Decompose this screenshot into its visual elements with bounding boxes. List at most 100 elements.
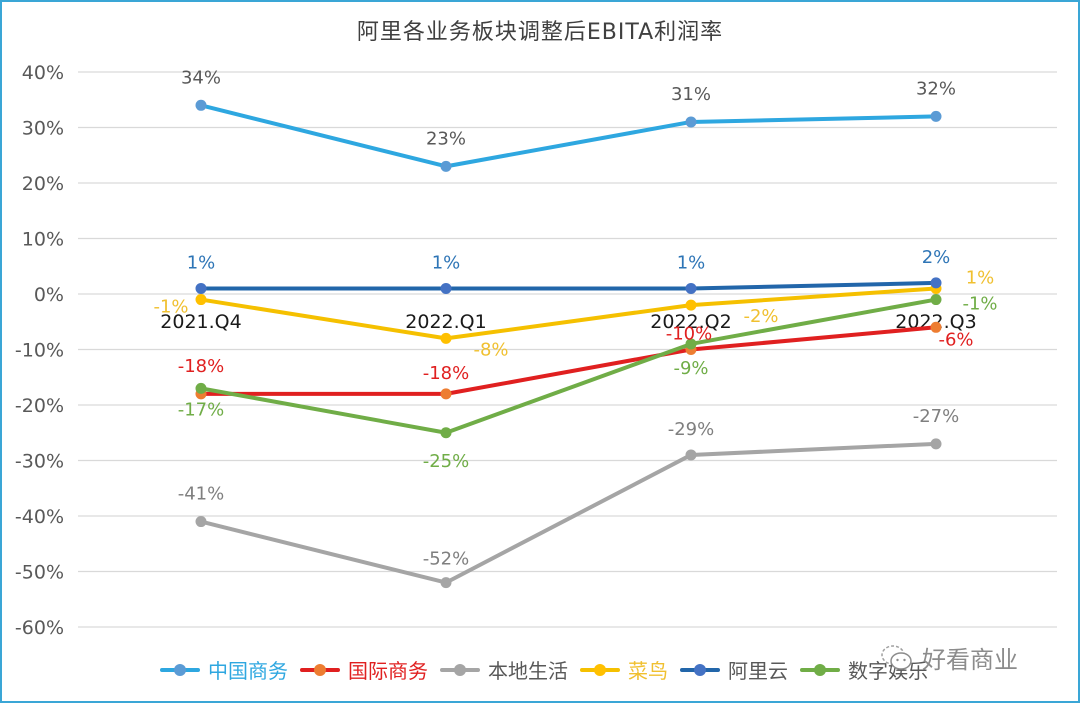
y-tick-label: -40% <box>15 506 64 528</box>
legend-label: 中国商务 <box>208 659 288 683</box>
series-line <box>200 286 937 341</box>
legend-marker <box>814 663 826 676</box>
data-label: 1% <box>187 252 216 273</box>
data-label: 1% <box>432 252 461 273</box>
data-label: 23% <box>426 128 466 149</box>
gridlines <box>78 71 1057 628</box>
data-label: 1% <box>966 267 995 288</box>
legend-item: 国际商务 <box>300 655 428 684</box>
data-label: -1% <box>962 294 997 315</box>
x-category-label: 2022.Q1 <box>405 311 486 333</box>
data-point <box>195 282 207 294</box>
data-label: -9% <box>673 358 708 379</box>
data-label: -29% <box>668 419 715 440</box>
legend-marker <box>594 663 606 676</box>
x-category-label: 2022.Q2 <box>650 311 731 333</box>
data-label: 1% <box>677 252 706 273</box>
data-point <box>440 160 452 172</box>
data-label: 2% <box>922 247 951 268</box>
data-point <box>440 388 452 400</box>
series-line <box>201 325 937 396</box>
legend-marker <box>174 663 186 676</box>
data-point <box>685 299 697 311</box>
data-point <box>930 321 942 333</box>
data-label: -25% <box>423 451 470 472</box>
legend-item: 阿里云 <box>680 655 788 684</box>
legend-label: 阿里云 <box>728 659 788 683</box>
data-point <box>195 99 207 111</box>
data-point <box>685 449 697 461</box>
y-tick-label: 40% <box>22 62 64 84</box>
series-lines <box>195 99 942 589</box>
data-label: -27% <box>913 406 960 427</box>
legend-marker <box>314 663 326 676</box>
data-point <box>685 116 697 128</box>
data-label: -52% <box>423 549 470 570</box>
legend-item: 菜鸟 <box>580 655 668 684</box>
legend-item: 中国商务 <box>160 655 288 684</box>
legend-swatch <box>580 663 620 676</box>
legend-label: 国际商务 <box>348 659 428 683</box>
data-label: -17% <box>178 399 225 420</box>
series-line <box>200 297 937 435</box>
legend-swatch <box>800 663 840 676</box>
legend: 中国商务 国际商务 本地生活 菜鸟 阿里云 数字娱乐 <box>160 655 934 684</box>
legend-swatch <box>440 663 480 676</box>
data-point <box>930 438 942 450</box>
data-label: -6% <box>938 329 973 350</box>
data-label: 31% <box>671 84 711 105</box>
y-tick-label: -10% <box>15 340 64 362</box>
data-point <box>440 427 452 439</box>
series-line <box>200 441 937 585</box>
watermark-text: 好看商业 <box>922 646 1018 674</box>
legend-label: 菜鸟 <box>628 659 668 683</box>
data-label: -8% <box>473 339 508 360</box>
legend-label: 本地生活 <box>488 659 568 683</box>
y-tick-label: 0% <box>34 284 64 306</box>
data-point <box>930 294 942 306</box>
series-0 <box>195 99 942 172</box>
chart-title: 阿里各业务板块调整后EBITA利润率 <box>356 20 724 45</box>
y-tick-label: -20% <box>15 395 64 417</box>
data-label: -18% <box>423 363 470 384</box>
legend-swatch <box>160 663 200 676</box>
data-label: -1% <box>153 297 188 318</box>
y-tick-label: 10% <box>22 229 64 251</box>
data-point <box>685 338 697 350</box>
data-point <box>685 282 697 294</box>
series-line <box>200 103 937 169</box>
series-4 <box>195 277 942 294</box>
data-labels: 34% 23% 31% 32% -18% -18% -10% -6% -41% -52% -29% -… <box>153 67 997 569</box>
data-label: 34% <box>181 67 221 88</box>
data-point <box>195 294 207 306</box>
data-point <box>440 332 452 344</box>
y-tick-label: 30% <box>22 118 64 140</box>
data-point <box>195 382 207 394</box>
data-label: -41% <box>178 484 225 505</box>
series-3 <box>195 282 942 344</box>
series-line <box>201 280 937 291</box>
data-label: -18% <box>178 356 225 377</box>
y-tick-label: -30% <box>15 451 64 473</box>
x-category-label: 2021.Q4 <box>160 311 241 333</box>
data-label: -10% <box>666 324 713 345</box>
series-5 <box>195 294 942 439</box>
legend-item: 本地生活 <box>440 655 568 684</box>
data-label: -2% <box>743 306 778 327</box>
series-2 <box>195 438 942 589</box>
watermark: 好看商业 <box>880 640 1018 675</box>
data-point <box>195 516 207 528</box>
legend-swatch <box>300 663 340 676</box>
data-label: 32% <box>916 78 956 99</box>
data-point <box>930 277 942 289</box>
data-point <box>440 282 452 294</box>
legend-marker <box>694 663 706 676</box>
legend-marker <box>454 663 466 676</box>
data-point <box>930 110 942 122</box>
y-tick-label: -50% <box>15 562 64 584</box>
y-axis-ticks: 40% 30% 20% 10% 0% -10% -20% -30% -40% -50% -60% <box>15 62 64 639</box>
legend-swatch <box>680 663 720 676</box>
data-point <box>440 577 452 589</box>
wechat-icon <box>880 643 914 673</box>
